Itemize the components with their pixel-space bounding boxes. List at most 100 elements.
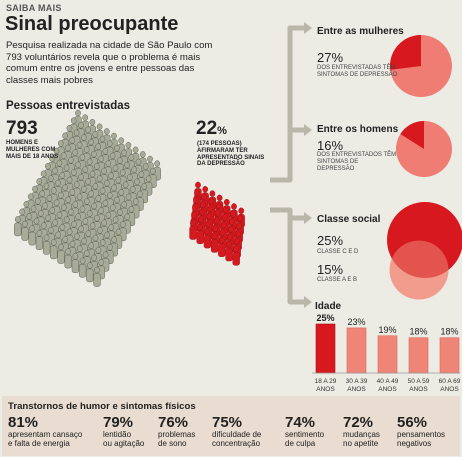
age-bar (408, 337, 429, 374)
person-head (223, 198, 230, 206)
person-head (43, 234, 50, 242)
symptom-label: e falta de energia (8, 438, 70, 448)
person-head (26, 213, 33, 220)
age-bar (346, 327, 367, 374)
person-body (196, 230, 204, 245)
age-bar-value-label: 18% (409, 327, 427, 337)
person-head (55, 179, 61, 187)
person-head (82, 166, 89, 173)
person-head (62, 184, 69, 191)
gray-person (14, 216, 22, 237)
person-head (127, 173, 133, 181)
person-head (129, 186, 136, 193)
age-bar-category-label: 40 A 49 (377, 378, 399, 385)
person-head (117, 208, 123, 216)
person-head (62, 132, 68, 140)
men-value: 16% (317, 138, 344, 153)
symptom-value: 79% (103, 414, 134, 431)
person-head (139, 151, 146, 158)
person-head (124, 161, 130, 169)
age-bar-category-label: ANOS (316, 386, 335, 393)
person-head (40, 222, 47, 229)
person-head (69, 137, 76, 144)
connector-arrow-head (304, 124, 312, 136)
person-head (138, 170, 145, 178)
person-head (198, 216, 205, 223)
class-cd-value: 25% (317, 233, 344, 248)
person-head (53, 199, 60, 207)
age-bar-category-label: 30 A 39 (346, 378, 368, 385)
symptom-label: negativos (397, 438, 432, 448)
person-head (70, 117, 77, 124)
age-bar-category-label: ANOS (440, 386, 459, 393)
age-bar-category-label: 18 A 29 (315, 378, 337, 385)
person-head (59, 172, 66, 179)
person-head (85, 126, 91, 134)
gray-person (64, 248, 72, 269)
person-head (132, 146, 139, 154)
depressed-value-sign: % (217, 125, 227, 137)
person-head (66, 124, 73, 132)
person-head (50, 239, 57, 246)
person-head (206, 213, 213, 220)
person-head (115, 228, 122, 236)
person-head (81, 185, 87, 193)
person-head (193, 196, 199, 204)
person-head (128, 205, 135, 213)
person-head (121, 149, 127, 157)
person-head (33, 217, 40, 225)
person-head (14, 216, 21, 223)
age-bar-category-label: 50 A 59 (408, 378, 430, 385)
age-bar (439, 337, 460, 374)
person-head (42, 202, 48, 210)
symptom-label: sentimento (285, 430, 325, 439)
person-head (207, 205, 214, 213)
person-body (14, 222, 22, 237)
person-head (56, 159, 63, 167)
person-head (48, 226, 54, 234)
symptom-label: dificuldade de (212, 430, 262, 439)
person-head (216, 194, 223, 202)
age-bar-value-label: 18% (440, 327, 458, 337)
age-bar-category-label: ANOS (409, 386, 428, 393)
person-head (192, 204, 198, 212)
age-bar-value-label: 25% (316, 313, 334, 323)
person-head (141, 183, 148, 190)
class-cd-caption: CLASSE C e D (317, 249, 359, 255)
person-head (75, 109, 81, 117)
connector-women (270, 25, 306, 183)
person-head (86, 210, 93, 217)
person-head (137, 190, 143, 198)
crowd-illustration (14, 109, 245, 287)
person-head (105, 160, 112, 167)
person-body (28, 231, 36, 246)
person-head (108, 224, 115, 231)
person-head (106, 140, 113, 147)
symptom-item: 75% dificuldade de concentração (212, 415, 261, 448)
person-head (69, 188, 76, 196)
person-head (91, 254, 97, 262)
red-person (196, 224, 204, 245)
red-person (210, 232, 219, 253)
person-head (73, 181, 80, 188)
symptom-label: lentidão (103, 430, 132, 439)
person-head (56, 211, 63, 219)
person-head (101, 219, 107, 227)
symptom-value: 81% (8, 414, 39, 431)
women-caption: DOS ENTREVISTADAS TÊM SINTOMAS DE DEPRES… (317, 65, 398, 78)
person-head (234, 237, 241, 245)
person-head (119, 221, 126, 228)
person-head (46, 194, 53, 202)
person-head (118, 189, 125, 196)
symptom-value: 56% (397, 414, 428, 431)
person-head (83, 146, 90, 153)
person-head (237, 215, 244, 222)
person-head (78, 225, 84, 233)
person-head (208, 197, 215, 205)
person-head (43, 182, 50, 190)
symptom-item: 81% apresentam cansaço e falta de energi… (8, 415, 82, 448)
age-bar (377, 335, 398, 374)
person-head (96, 175, 103, 182)
person-head (114, 196, 120, 204)
person-head (19, 208, 25, 216)
